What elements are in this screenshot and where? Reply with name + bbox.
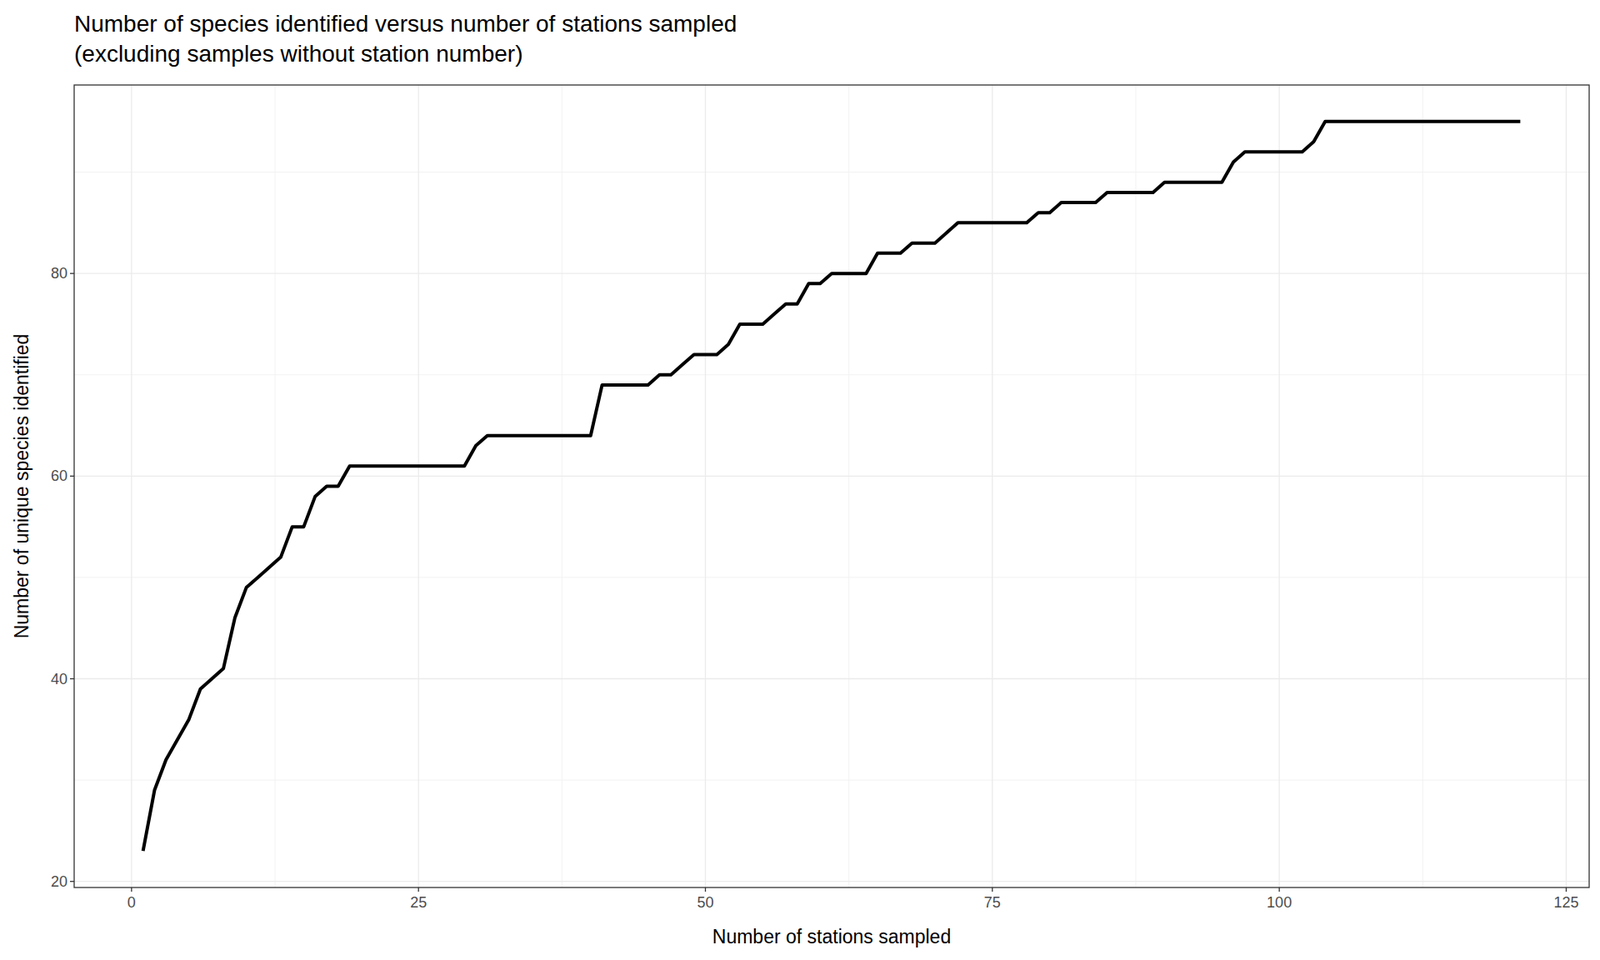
tick-label: 125 <box>1553 894 1579 911</box>
grid-line <box>74 475 1590 477</box>
minor-grid-line <box>74 576 1590 578</box>
minor-grid-line <box>561 85 563 888</box>
minor-grid-line <box>1135 85 1136 888</box>
minor-grid-line <box>1422 85 1424 888</box>
tick <box>70 475 75 477</box>
grid-line <box>705 85 706 888</box>
grid-line <box>130 85 132 888</box>
tick-label: 100 <box>1266 894 1292 911</box>
minor-grid-line <box>275 85 276 888</box>
grid-line <box>1565 85 1567 888</box>
tick <box>705 887 706 892</box>
grid-line <box>74 880 1590 882</box>
tick-label: 20 <box>50 873 68 890</box>
chart: 0 25 50 75 100 125 20 40 60 80 Number of stations … <box>0 0 1600 960</box>
tick <box>130 887 132 892</box>
tick-label: 50 <box>696 894 714 911</box>
tick <box>991 887 993 892</box>
y-axis-label: Number of unique species identified <box>10 334 33 640</box>
tick <box>1278 887 1280 892</box>
tick <box>1565 887 1567 892</box>
grid-line <box>74 678 1590 680</box>
minor-grid-line <box>74 374 1590 375</box>
tick <box>70 880 75 882</box>
axes: 0 25 50 75 100 125 20 40 60 80 <box>50 265 1580 911</box>
tick-label: 75 <box>984 894 1001 911</box>
minor-grid-line <box>74 780 1590 781</box>
tick-label: 0 <box>127 894 136 911</box>
title: Number of species identified versus numb… <box>74 10 737 67</box>
x-axis-label: Number of stations sampled <box>712 925 951 948</box>
tick-label: 60 <box>50 467 68 485</box>
tick-label: 80 <box>50 265 68 282</box>
tick <box>418 887 420 892</box>
minor-grid-line <box>848 85 850 888</box>
line <box>143 121 1521 851</box>
grid-line <box>991 85 993 888</box>
tick <box>70 273 75 275</box>
tick <box>70 678 75 680</box>
plot-background <box>74 85 1590 888</box>
grid <box>74 85 1590 888</box>
grid-line <box>418 85 420 888</box>
panel-border <box>74 85 1590 888</box>
grid-line <box>1278 85 1280 888</box>
minor-grid-line <box>74 171 1590 173</box>
data <box>143 121 1521 851</box>
tick-label: 40 <box>50 670 68 688</box>
tick-label: 25 <box>410 894 427 911</box>
